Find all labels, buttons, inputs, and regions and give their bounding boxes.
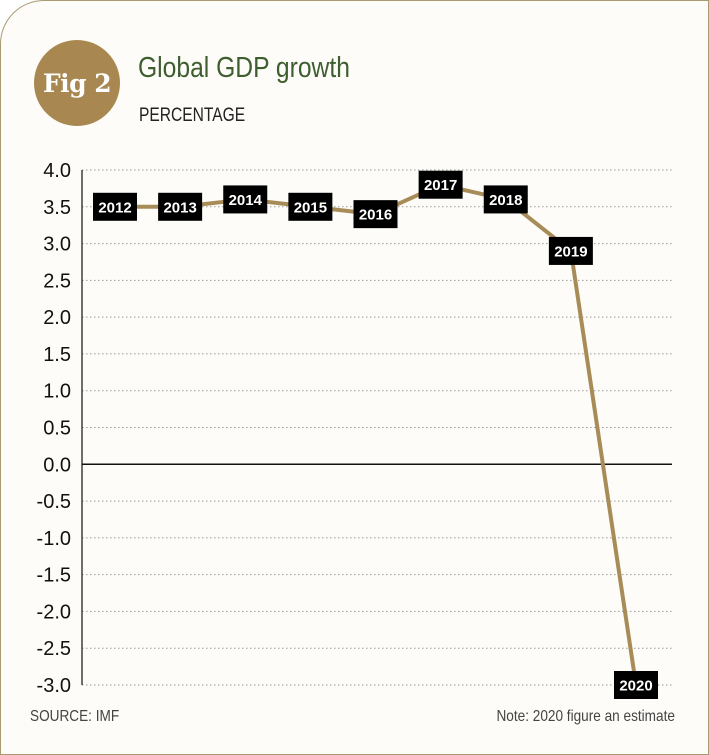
- point-marker: [288, 192, 333, 221]
- point-year-label: 2014: [229, 192, 263, 209]
- point-marker: [93, 192, 137, 221]
- point-year-label: 2020: [619, 678, 652, 695]
- point-label-2020: 2020: [614, 671, 658, 699]
- y-tick-labels: 4.0 3.5 3.0 2.5 2.0 1.5 1.0 0.5 0.0 -0.5 -1.0 -1.5 -…: [37, 160, 71, 697]
- point-year-label: 2012: [98, 199, 131, 216]
- point-marker: [223, 185, 268, 214]
- point-label-2016: 2016: [353, 200, 398, 229]
- y-tick-label: -2.0: [37, 601, 71, 623]
- point-year-label: 2018: [489, 192, 522, 209]
- point-marker: [353, 200, 398, 229]
- figure-badge: Fig 2: [34, 40, 120, 126]
- footnote: Note: 2020 figure an estimate: [496, 708, 675, 725]
- point-marker: [418, 170, 463, 199]
- y-tick-label: 0.0: [43, 454, 71, 476]
- y-tick-label: -1.0: [37, 528, 71, 550]
- point-labels: 2012 2013 2014 2015 2016 2017 2018 2019 2020: [93, 170, 658, 699]
- point-label-2012: 2012: [93, 192, 137, 221]
- chart-subtitle: PERCENTAGE: [139, 105, 246, 126]
- point-label-2017: 2017: [418, 170, 463, 199]
- y-tick-label: 0.5: [43, 418, 71, 440]
- y-tick-label: -2.5: [37, 638, 71, 660]
- gridlines: [81, 169, 672, 686]
- y-tick-label: -3.0: [37, 675, 71, 697]
- point-marker: [614, 671, 658, 699]
- y-tick-label: 4.0: [43, 160, 71, 182]
- point-year-label: 2019: [554, 243, 587, 260]
- point-year-label: 2015: [294, 199, 327, 216]
- point-label-2015: 2015: [288, 192, 333, 221]
- point-label-2013: 2013: [158, 192, 203, 221]
- y-tick-label: 3.0: [43, 234, 71, 256]
- point-marker: [548, 236, 593, 265]
- point-label-2019: 2019: [548, 236, 593, 265]
- y-tick-label: 2.5: [43, 270, 71, 292]
- y-tick-label: 1.0: [43, 381, 71, 403]
- y-tick-label: 1.5: [43, 344, 71, 366]
- source-note: SOURCE: IMF: [30, 708, 120, 725]
- point-year-label: 2016: [359, 207, 392, 224]
- point-marker: [158, 192, 203, 221]
- point-label-2018: 2018: [483, 185, 528, 214]
- point-year-label: 2017: [424, 177, 457, 194]
- y-tick-label: -1.5: [37, 565, 71, 587]
- y-tick-label: 3.5: [43, 197, 71, 219]
- point-marker: [483, 185, 528, 214]
- y-tick-label: -0.5: [37, 491, 71, 513]
- y-tick-label: 2.0: [43, 307, 71, 329]
- point-year-label: 2013: [163, 199, 196, 216]
- chart-title: Global GDP growth: [138, 52, 350, 84]
- point-label-2014: 2014: [223, 185, 268, 214]
